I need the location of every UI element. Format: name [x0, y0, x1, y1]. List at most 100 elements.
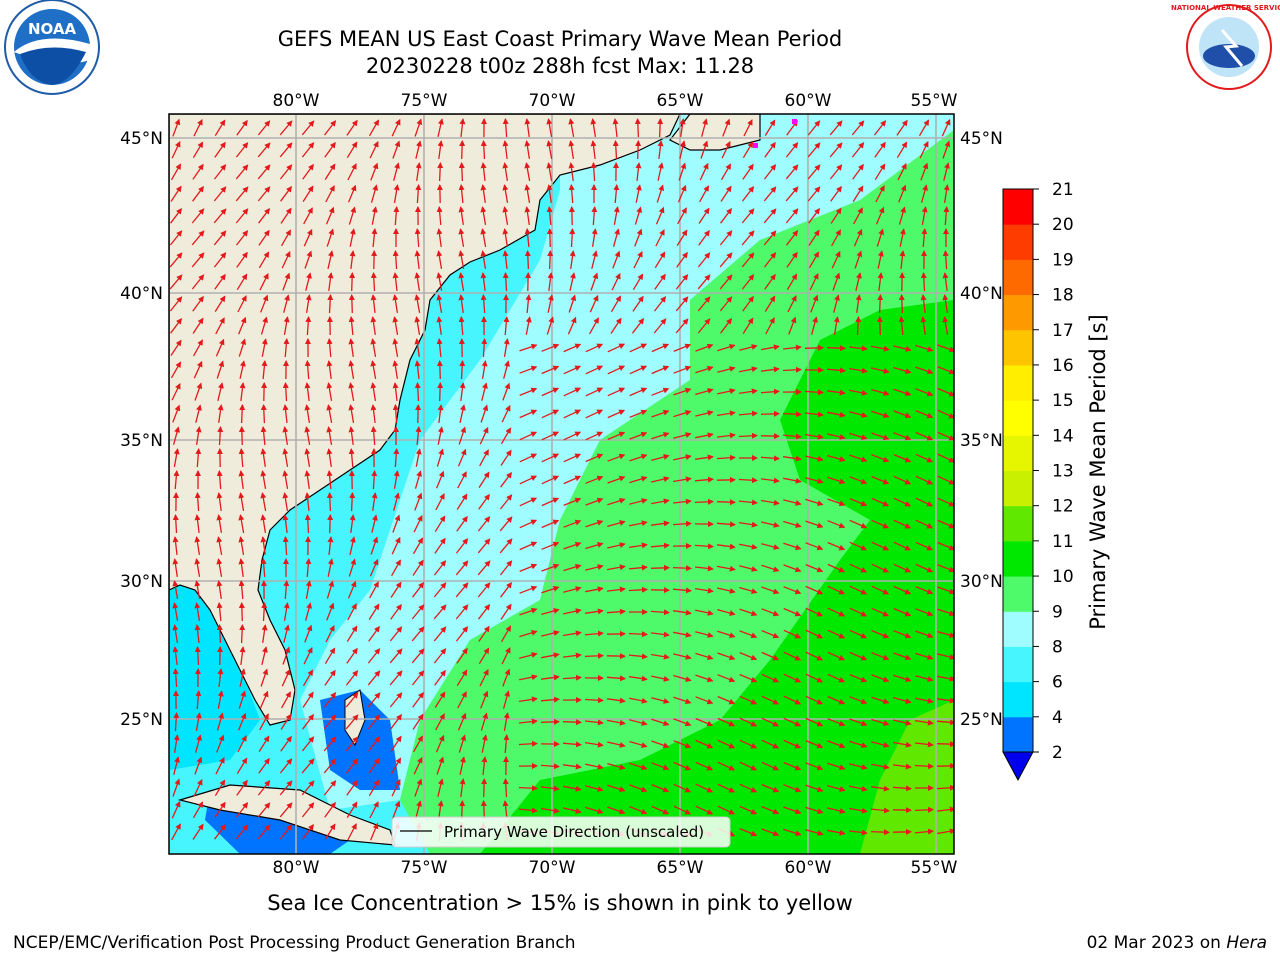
wave-direction-arrow: [392, 382, 399, 401]
wave-direction-arrow: [635, 184, 642, 203]
wave-direction-arrow: [607, 475, 626, 484]
wave-direction-arrow: [672, 520, 692, 527]
wave-direction-arrow: [833, 316, 840, 336]
wave-direction-arrow: [304, 624, 313, 643]
wave-direction-arrow: [502, 778, 509, 798]
wave-direction-arrow: [393, 206, 400, 226]
wave-direction-arrow: [192, 141, 204, 159]
wave-direction-arrow: [500, 471, 512, 488]
colorbar-segment: [1003, 364, 1033, 401]
wave-direction-arrow: [717, 717, 736, 727]
wave-direction-arrow: [370, 184, 379, 203]
wave-direction-arrow: [480, 712, 489, 731]
wave-direction-arrow: [653, 296, 667, 312]
wave-direction-arrow: [653, 318, 667, 334]
wave-direction-arrow: [893, 453, 912, 463]
wave-direction-arrow: [392, 404, 399, 424]
wave-direction-arrow: [941, 118, 951, 137]
wave-direction-arrow: [848, 807, 868, 814]
wave-direction-arrow: [390, 713, 402, 730]
wave-direction-arrow: [519, 674, 538, 681]
wave-direction-arrow: [348, 360, 355, 380]
sea-ice-marker: [753, 143, 758, 148]
wave-direction-arrow: [502, 382, 511, 401]
wave-direction-arrow: [478, 493, 490, 510]
wave-direction-arrow: [827, 695, 846, 705]
wave-direction-arrow: [849, 541, 868, 551]
wave-direction-arrow: [540, 763, 560, 770]
wave-direction-arrow: [651, 762, 670, 771]
wave-direction-arrow: [739, 717, 758, 727]
wave-direction-arrow: [739, 586, 758, 594]
wave-direction-arrow: [827, 629, 846, 639]
wave-direction-arrow: [323, 736, 337, 752]
wave-direction-arrow: [519, 475, 538, 485]
wave-direction-arrow: [810, 316, 818, 335]
band-4-6-gulf: [169, 580, 260, 770]
wave-direction-arrow: [541, 365, 560, 375]
wave-direction-arrow: [412, 713, 424, 730]
colorbar-segments: [1003, 189, 1033, 753]
wave-direction-arrow: [717, 543, 736, 550]
wave-direction-arrow: [524, 184, 531, 204]
wave-direction-arrow: [238, 338, 247, 357]
wave-direction-arrow: [502, 228, 509, 248]
wave-direction-arrow: [283, 602, 290, 622]
wave-direction-arrow: [613, 206, 620, 226]
wave-direction-arrow: [194, 646, 201, 666]
wave-direction-arrow: [326, 580, 335, 599]
wave-direction-arrow: [349, 272, 356, 292]
wave-direction-arrow: [345, 692, 359, 708]
wave-direction-arrow: [455, 538, 469, 554]
colorbar-segment: [1003, 540, 1033, 577]
wave-direction-arrow: [434, 537, 446, 554]
wave-direction-arrow: [673, 783, 692, 793]
wave-direction-arrow: [719, 296, 733, 312]
colorbar-tick-label: 15: [1052, 391, 1074, 411]
wave-direction-arrow: [937, 497, 954, 507]
wave-direction-arrow: [393, 492, 400, 511]
wave-direction-arrow: [915, 344, 934, 353]
wave-direction-arrow: [519, 497, 538, 507]
wave-direction-arrow: [525, 294, 532, 314]
wave-direction-arrow: [783, 739, 802, 749]
wave-direction-arrow: [346, 119, 358, 136]
wave-direction-arrow: [827, 498, 846, 507]
wave-direction-arrow: [368, 625, 380, 642]
wave-direction-arrow: [326, 382, 333, 402]
wave-direction-arrow: [279, 142, 293, 158]
wave-direction-arrow: [172, 778, 181, 797]
wave-direction-arrow: [606, 608, 626, 615]
wave-direction-arrow: [563, 409, 582, 419]
wave-direction-arrow: [237, 712, 247, 731]
lat-label-left: 30°N: [120, 572, 163, 592]
wave-direction-arrow: [541, 409, 560, 419]
wave-direction-arrow: [455, 560, 469, 576]
wave-direction-arrow: [871, 785, 890, 792]
wave-direction-arrow: [937, 519, 954, 529]
wave-direction-arrow: [458, 162, 465, 182]
wave-direction-arrow: [500, 625, 512, 643]
wave-direction-arrow: [235, 802, 249, 818]
wave-direction-arrow: [437, 140, 444, 159]
wave-direction-arrow: [283, 316, 290, 336]
wave-direction-arrow: [893, 696, 912, 704]
wave-direction-arrow: [563, 541, 582, 550]
wave-direction-arrow: [324, 669, 336, 686]
wave-direction-arrow: [433, 582, 447, 598]
footer-date-text: 02 Mar 2023 on: [1086, 933, 1227, 953]
wave-direction-arrow: [629, 675, 648, 682]
wave-direction-arrow: [717, 587, 736, 594]
wave-direction-arrow: [871, 541, 890, 551]
wave-direction-arrow: [915, 675, 934, 682]
wave-direction-arrow: [896, 119, 908, 136]
wave-direction-arrow: [347, 163, 357, 181]
lon-label-bottom: 80°W: [273, 858, 320, 878]
wave-direction-arrow: [326, 492, 333, 512]
wave-direction-arrow: [936, 741, 954, 748]
wave-direction-arrow: [805, 673, 824, 683]
wave-direction-arrow: [849, 519, 868, 529]
wave-direction-arrow: [827, 718, 846, 727]
wave-direction-arrow: [257, 186, 271, 202]
wave-direction-arrow: [783, 520, 802, 529]
